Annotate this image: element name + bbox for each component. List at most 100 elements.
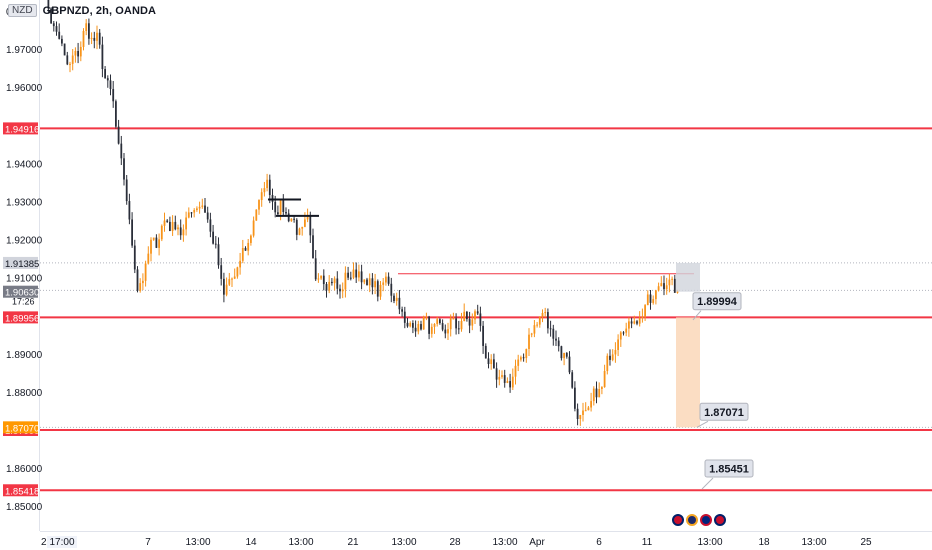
candle-body	[252, 220, 255, 236]
y-tick-label: 1.88000	[6, 388, 43, 399]
candle-body	[476, 311, 479, 314]
candle-body	[433, 323, 436, 327]
candle-body	[55, 26, 58, 32]
candle-body	[128, 201, 131, 220]
candle-body	[617, 339, 619, 351]
candle-body	[98, 32, 101, 45]
callout-value: 1.87071	[704, 407, 744, 419]
candle-body	[385, 276, 387, 283]
candle-body	[479, 313, 482, 326]
moon-icon[interactable]	[686, 514, 698, 526]
candle-body	[231, 278, 233, 280]
candle-body	[598, 389, 601, 398]
candle-body	[309, 215, 312, 236]
candle-body	[263, 188, 266, 193]
candle-body	[660, 283, 663, 287]
x-tick-label: 7	[145, 537, 151, 548]
callout-pointer	[696, 420, 709, 428]
candle-body	[430, 326, 433, 334]
candle-body	[514, 365, 517, 377]
candle-body	[525, 348, 528, 359]
candle-body	[403, 311, 406, 323]
chart-title: GBPNZD, 2h, OANDA	[42, 4, 157, 17]
candle-body	[268, 179, 271, 196]
callout-box	[699, 402, 749, 421]
candle-body	[358, 271, 360, 278]
candle-body	[133, 245, 136, 270]
candle-body	[147, 253, 150, 264]
candle-body	[366, 279, 368, 286]
candle-body	[412, 323, 414, 328]
candle-body	[646, 294, 649, 306]
currency-badge[interactable]: NZD	[8, 4, 37, 17]
price-tag-text: 1.87070	[5, 423, 39, 434]
candle-body	[174, 221, 177, 230]
candle-body	[344, 272, 347, 290]
candle-body	[673, 278, 676, 293]
candle-body	[223, 278, 225, 295]
candle-body	[439, 319, 441, 324]
candle-body	[258, 200, 260, 210]
candle-body	[352, 269, 355, 278]
x-tick-label: 13:00	[391, 537, 416, 548]
candle-body	[428, 316, 430, 334]
candle-body	[374, 281, 376, 288]
candle-body	[317, 278, 320, 280]
candle-body	[115, 101, 117, 127]
candle-body	[482, 325, 484, 346]
level-price-tag	[3, 484, 38, 497]
candle-body	[214, 243, 217, 245]
candle-body	[414, 327, 417, 332]
candle-body	[260, 192, 263, 201]
candle-body	[633, 321, 636, 324]
candle-body	[201, 205, 204, 207]
candle-body	[498, 376, 501, 380]
candle-body	[312, 235, 314, 259]
candle-body	[244, 247, 247, 251]
candle-body	[452, 318, 455, 320]
candle-body	[131, 219, 133, 246]
candle-body	[142, 280, 144, 284]
candle-body	[90, 37, 93, 39]
candle-body	[274, 201, 277, 213]
candle-body	[287, 213, 290, 222]
candle-body	[501, 375, 503, 377]
candle-body	[279, 199, 282, 215]
candle-body	[109, 80, 112, 90]
price-tag-countdown: 17:26	[12, 296, 35, 306]
candle-body	[587, 407, 590, 411]
candle-body	[417, 324, 420, 332]
callout-pointer	[692, 310, 702, 321]
candle-body	[304, 219, 306, 227]
candle-body	[376, 281, 379, 297]
candle-body	[136, 269, 139, 291]
candle-body	[325, 284, 328, 291]
candle-body	[657, 286, 660, 291]
candle-body	[336, 278, 339, 289]
candle-body	[339, 288, 341, 292]
candle-body	[611, 354, 614, 360]
candle-body	[182, 229, 185, 236]
candle-body	[255, 209, 258, 221]
candle-body	[382, 282, 385, 285]
uk-flag-icon[interactable]	[672, 514, 684, 526]
candle-body	[101, 44, 104, 70]
candle-body	[544, 312, 547, 314]
x-axis: 17:00 7 13:00 14 13:00 21 13:00 28 13:00 Apr 6 11 13…	[41, 536, 872, 548]
candle-body	[644, 305, 646, 317]
candle-body	[290, 218, 293, 222]
candle-body	[574, 387, 576, 409]
price-tag	[3, 256, 38, 269]
candle-body	[347, 272, 349, 278]
candle-body	[471, 319, 474, 326]
candle-body	[74, 50, 77, 56]
candle-body	[185, 217, 187, 230]
candle-body	[349, 277, 352, 279]
candle-body	[320, 275, 322, 279]
uk-flag-icon[interactable]	[714, 514, 726, 526]
candle-body	[449, 318, 452, 330]
nz-flag-icon[interactable]	[700, 514, 712, 526]
candle-body	[495, 368, 498, 380]
candle-body	[58, 31, 61, 39]
